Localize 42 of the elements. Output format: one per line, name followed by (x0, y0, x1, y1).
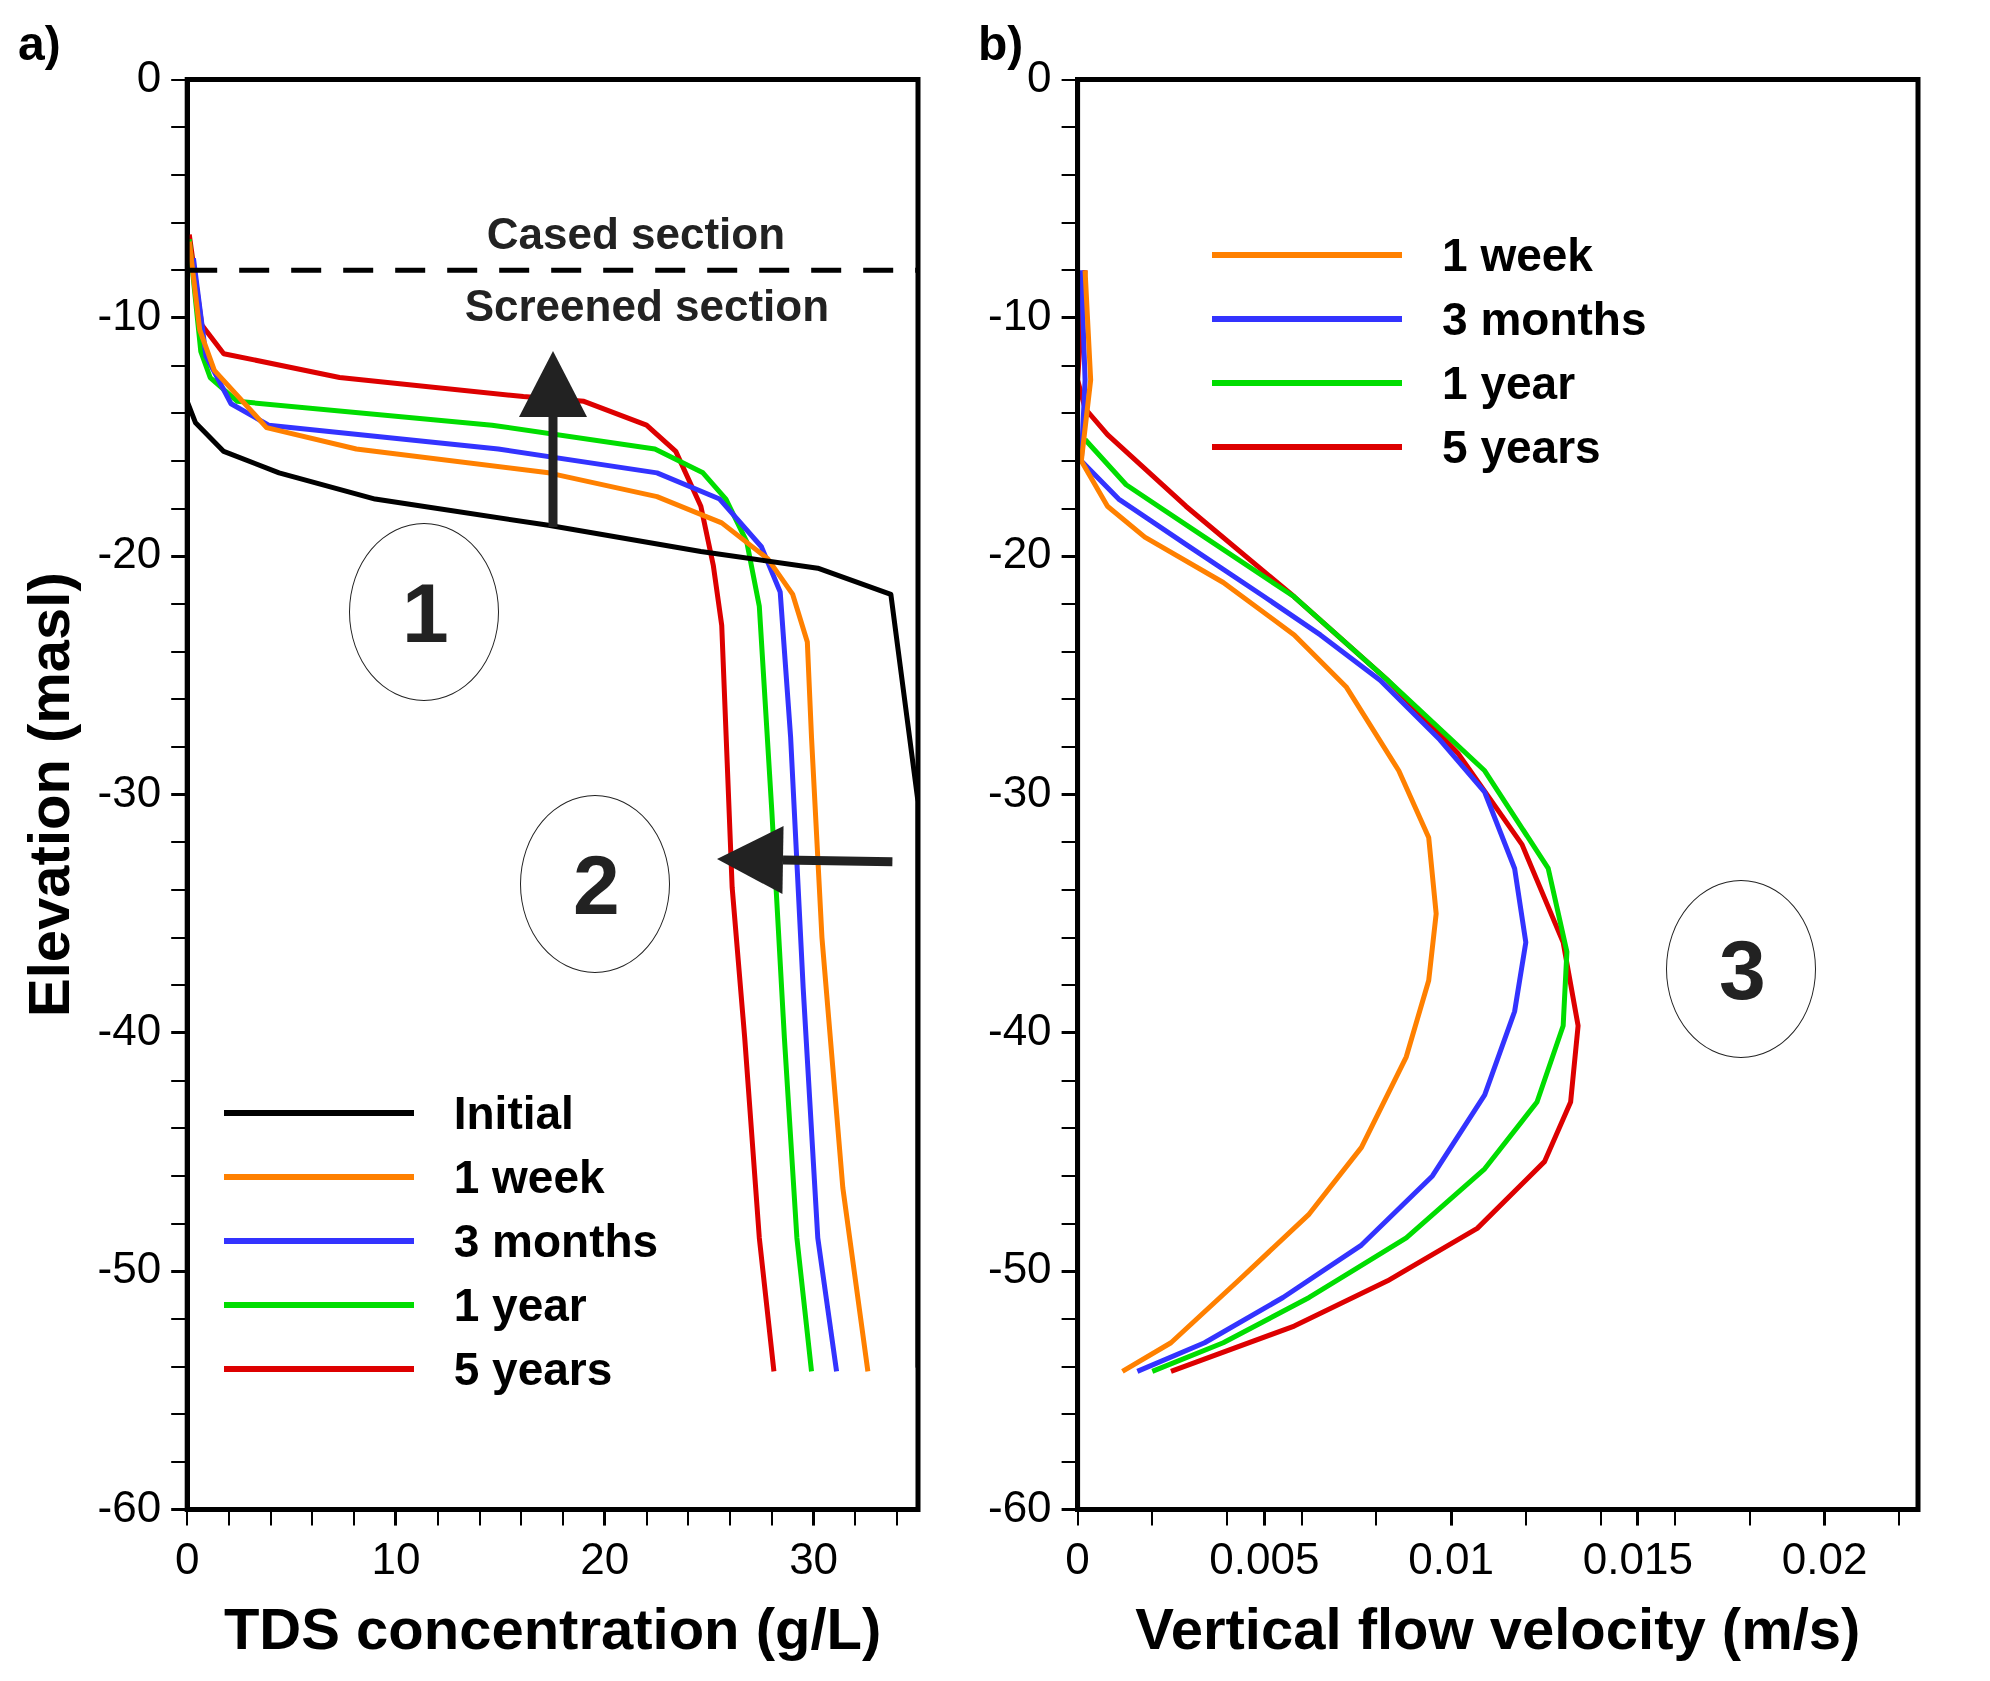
legend-label: 1 year (1442, 355, 1576, 410)
y-tick-label: 0 (1027, 51, 1052, 101)
x-tick-label: 30 (789, 1534, 839, 1584)
x-tick-label: 10 (371, 1534, 421, 1584)
x-tick-label: 20 (580, 1534, 630, 1584)
chart-title: a) (18, 17, 61, 71)
y-tick-label: -10 (988, 290, 1052, 340)
annotation: Screened section (464, 280, 830, 331)
y-tick-label: -30 (97, 766, 162, 816)
y-tick-label: -10 (97, 290, 162, 340)
legend-label: 1 week (453, 1149, 605, 1204)
legend-label: 3 months (1442, 291, 1647, 346)
annotation: 2 (573, 836, 620, 934)
y-tick-label: -60 (97, 1481, 162, 1531)
x-tick-label: 0 (1065, 1534, 1090, 1584)
legend-label: 1 year (453, 1277, 587, 1332)
y-tick-label: -40 (97, 1005, 162, 1055)
annotation: 3 (1718, 922, 1766, 1019)
y-tick-label: -60 (988, 1481, 1052, 1531)
annotation: Cased section (486, 209, 786, 260)
chart-title: b) (978, 17, 1024, 71)
y-tick-label: -50 (988, 1243, 1052, 1293)
legend-label: Initial (453, 1085, 574, 1140)
x-tick-label: 0.02 (1781, 1534, 1868, 1584)
x-tick-label: 0.005 (1209, 1534, 1320, 1584)
y-tick-label: -30 (988, 766, 1052, 816)
x-tick-label: 0.01 (1408, 1534, 1494, 1584)
x-axis-title: TDS concentration (g/L) (223, 1596, 882, 1662)
y-tick-label: -50 (97, 1243, 162, 1293)
x-tick-label: 0.015 (1582, 1534, 1693, 1584)
y-tick-label: -20 (988, 528, 1052, 578)
y-tick-label: -20 (97, 528, 162, 578)
y-axis-title: Elevation (masl) (15, 572, 81, 1018)
y-tick-label: -40 (988, 1005, 1052, 1055)
legend-label: 5 years (453, 1341, 613, 1396)
annotation: 1 (402, 564, 449, 662)
legend-label: 3 months (453, 1213, 659, 1268)
legend-label: 1 week (1442, 227, 1593, 282)
x-tick-label: 0 (174, 1534, 200, 1584)
x-axis-title: Vertical flow velocity (m/s) (1135, 1596, 1861, 1662)
legend-label: 5 years (1442, 419, 1601, 474)
y-tick-label: 0 (136, 51, 162, 101)
